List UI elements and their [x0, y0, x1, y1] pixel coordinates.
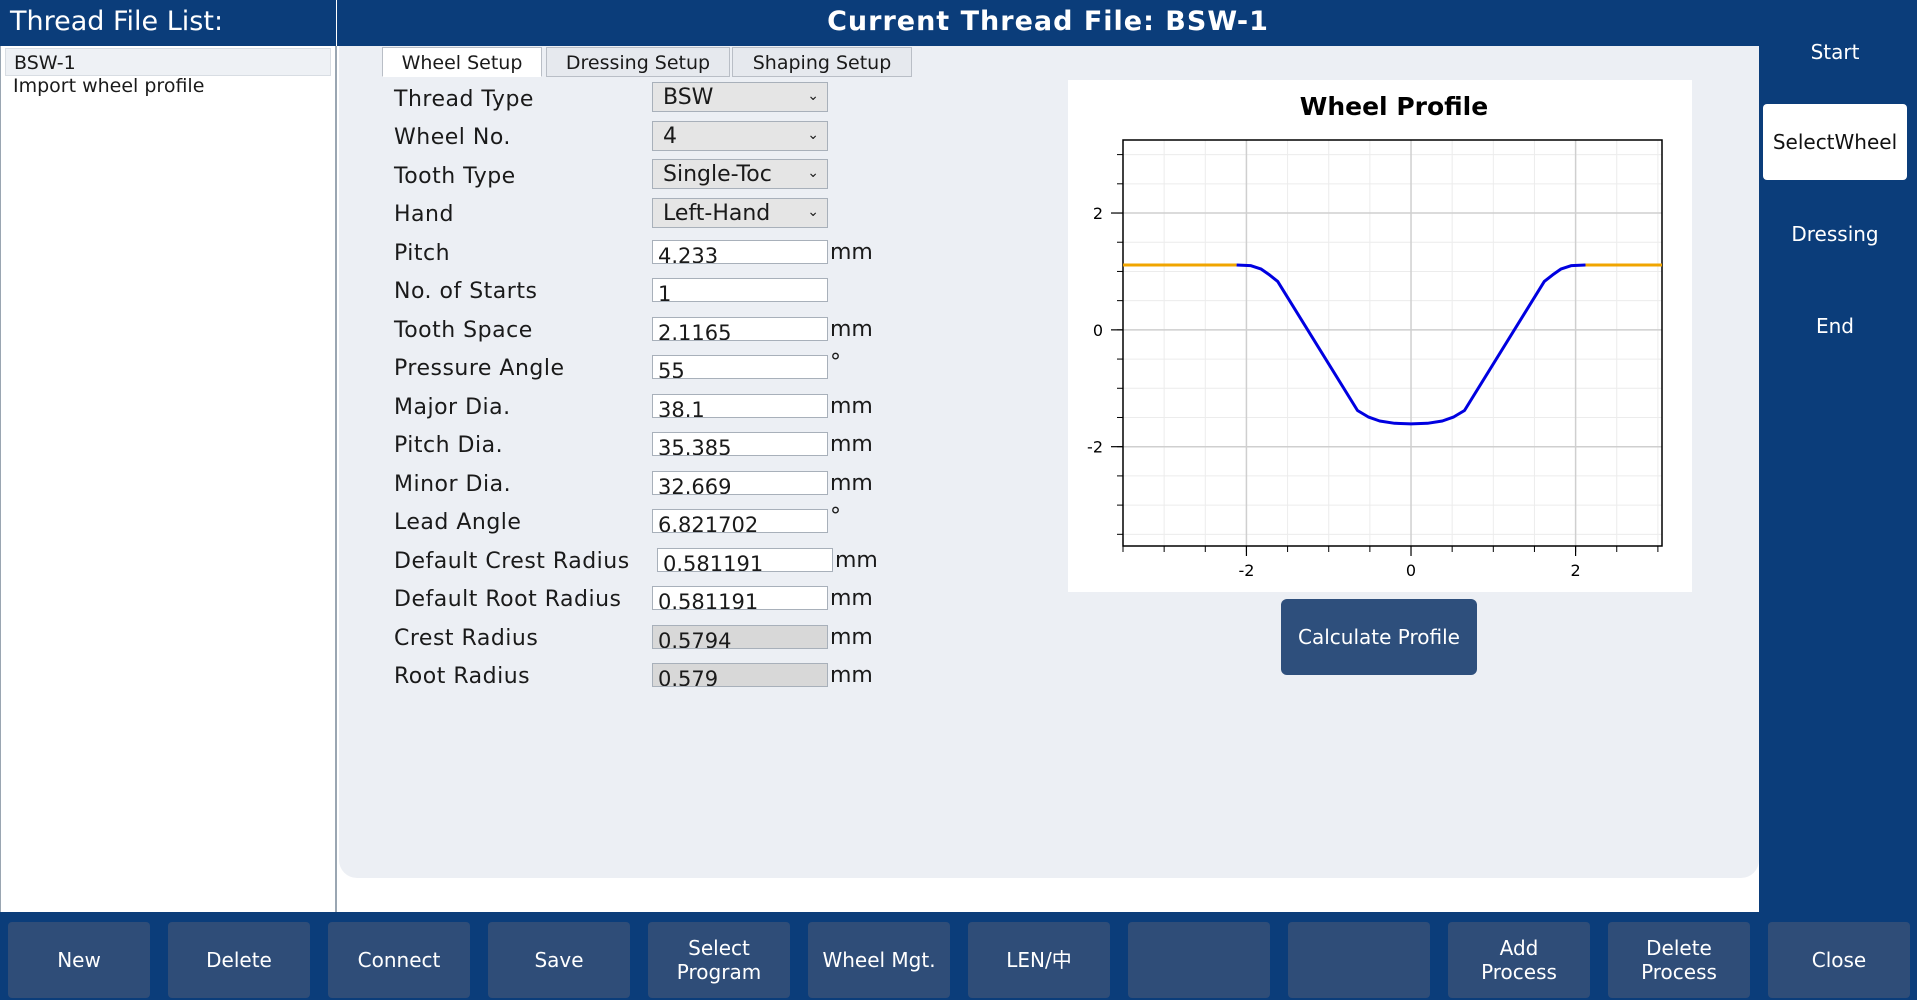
select-program-button[interactable]: Select Program: [648, 922, 790, 998]
pitch-unit: mm: [830, 240, 873, 265]
file-item-import-wheel-profile[interactable]: Import wheel profile: [13, 75, 205, 97]
root-radius-unit: mm: [830, 663, 873, 688]
pressure-angle-label: Pressure Angle: [394, 356, 565, 381]
connect-button[interactable]: Connect: [328, 922, 470, 998]
major-dia-input[interactable]: 38.1: [652, 394, 828, 418]
default-crest-radius-label: Default Crest Radius: [394, 549, 630, 574]
save-button[interactable]: Save: [488, 922, 630, 998]
tooth-type-label: Tooth Type: [394, 164, 516, 189]
nav-dressing[interactable]: Dressing: [1791, 222, 1879, 246]
wheel-profile-svg: Wheel Profile -2 0 2 -2 0 2: [1087, 92, 1663, 580]
pitch-dia-label: Pitch Dia.: [394, 433, 504, 458]
hand-value: Left-Hand: [663, 201, 771, 226]
tooth-space-input[interactable]: 2.1165: [652, 317, 828, 341]
profile-series-line-2: [1236, 263, 1586, 426]
default-crest-radius-unit: mm: [835, 548, 878, 573]
chevron-down-icon: ⌄: [807, 165, 819, 181]
bottom-toolbar: [0, 912, 1917, 1008]
pitch-dia-input[interactable]: 35.385: [652, 432, 828, 456]
wheel-no-select[interactable]: 4 ⌄: [652, 121, 828, 151]
tooth-space-unit: mm: [830, 317, 873, 342]
x-tick-label: 2: [1571, 561, 1581, 580]
chevron-down-icon: ⌄: [807, 127, 819, 143]
file-list-header: Thread File List:: [0, 0, 336, 46]
tooth-space-label: Tooth Space: [394, 318, 533, 343]
step-nav: Start SelectWheel Dressing End: [1759, 0, 1917, 912]
current-file-title: Current Thread File: BSW-1: [827, 6, 1269, 37]
nav-select-wheel[interactable]: SelectWheel: [1763, 104, 1907, 180]
lead-angle-input[interactable]: 6.821702: [652, 509, 828, 533]
thread-type-label: Thread Type: [394, 87, 534, 112]
starts-label: No. of Starts: [394, 279, 538, 304]
wheel-no-value: 4: [663, 124, 677, 149]
nav-start[interactable]: Start: [1810, 40, 1860, 64]
minor-dia-label: Minor Dia.: [394, 472, 512, 497]
tab-shaping-setup[interactable]: Shaping Setup: [732, 47, 912, 77]
crest-radius-label: Crest Radius: [394, 626, 539, 651]
major-dia-label: Major Dia.: [394, 395, 511, 420]
thread-type-select[interactable]: BSW ⌄: [652, 82, 828, 112]
delete-button[interactable]: Delete: [168, 922, 310, 998]
wheel-mgt-button[interactable]: Wheel Mgt.: [808, 922, 950, 998]
nav-end[interactable]: End: [1815, 314, 1854, 338]
new-button[interactable]: New: [8, 922, 150, 998]
crest-radius-unit: mm: [830, 625, 873, 650]
y-tick-label: 2: [1093, 204, 1103, 223]
lead-angle-unit: °: [830, 504, 841, 529]
chart-grid: [1122, 140, 1662, 546]
x-tick-label: 0: [1406, 561, 1416, 580]
y-tick-label: -2: [1087, 438, 1103, 457]
add-process-button[interactable]: Add Process: [1448, 922, 1590, 998]
wheel-profile-chart: Wheel Profile -2 0 2 -2 0 2: [1068, 80, 1692, 592]
tab-dressing-setup[interactable]: Dressing Setup: [546, 47, 730, 77]
tab-wheel-setup[interactable]: Wheel Setup: [382, 47, 542, 77]
root-radius-value: 0.579: [652, 663, 828, 687]
wheel-no-label: Wheel No.: [394, 125, 511, 150]
blank-button-2[interactable]: [1288, 922, 1430, 998]
calculate-profile-button[interactable]: Calculate Profile: [1281, 599, 1477, 675]
pitch-label: Pitch: [394, 241, 451, 266]
pressure-angle-unit: °: [830, 350, 841, 375]
language-button[interactable]: LEN/中: [968, 922, 1110, 998]
y-tick-label: 0: [1093, 321, 1103, 340]
major-dia-unit: mm: [830, 394, 873, 419]
plot-frame: [1122, 139, 1663, 547]
tooth-type-select[interactable]: Single-Toc ⌄: [652, 159, 828, 189]
x-tick-label: -2: [1238, 561, 1254, 580]
root-radius-label: Root Radius: [394, 664, 531, 689]
starts-input[interactable]: 1: [652, 278, 828, 302]
file-list-title: Thread File List:: [10, 6, 224, 37]
hand-select[interactable]: Left-Hand ⌄: [652, 198, 828, 228]
default-root-radius-unit: mm: [830, 586, 873, 611]
tooth-type-value: Single-Toc: [663, 162, 772, 187]
file-list: BSW-1 Import wheel profile: [0, 46, 337, 912]
default-root-radius-label: Default Root Radius: [394, 587, 622, 612]
default-root-radius-input[interactable]: 0.581191: [652, 586, 828, 610]
bottom-strip: [0, 1000, 1917, 1008]
lead-angle-label: Lead Angle: [394, 510, 522, 535]
crest-radius-value: 0.5794: [652, 625, 828, 649]
default-crest-radius-input[interactable]: 0.581191: [657, 548, 833, 572]
thread-type-value: BSW: [663, 85, 714, 110]
chart-title: Wheel Profile: [1300, 92, 1488, 121]
minor-dia-unit: mm: [830, 471, 873, 496]
chart-series: [1123, 263, 1662, 426]
current-file-header: Current Thread File: BSW-1: [337, 0, 1759, 46]
pitch-dia-unit: mm: [830, 432, 873, 457]
minor-dia-input[interactable]: 32.669: [652, 471, 828, 495]
delete-process-button[interactable]: Delete Process: [1608, 922, 1750, 998]
pressure-angle-input[interactable]: 55: [652, 355, 828, 379]
pitch-input[interactable]: 4.233: [652, 240, 828, 264]
chevron-down-icon: ⌄: [807, 204, 819, 220]
file-item-bsw-1[interactable]: BSW-1: [5, 48, 331, 76]
blank-button-1[interactable]: [1128, 922, 1270, 998]
hand-label: Hand: [394, 202, 454, 227]
chevron-down-icon: ⌄: [807, 88, 819, 104]
close-button[interactable]: Close: [1768, 922, 1910, 998]
chart-ticks: -2 0 2 -2 0 2: [1087, 154, 1659, 580]
